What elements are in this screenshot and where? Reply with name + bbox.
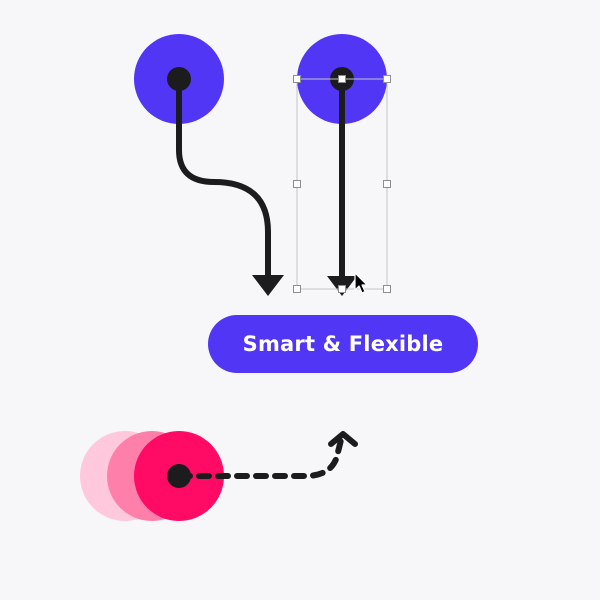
smart-flexible-button[interactable]: Smart & Flexible: [208, 315, 478, 373]
smart-flexible-label: Smart & Flexible: [242, 332, 444, 356]
curved-arrow-node: [134, 34, 284, 296]
resize-handle-top-center[interactable]: [338, 75, 346, 83]
resize-handle-middle-left[interactable]: [293, 180, 301, 188]
curved-arrow-anchor-dot: [167, 67, 191, 91]
dashed-arrow-icon: [177, 437, 344, 479]
pink-anchor-dot: [167, 464, 191, 488]
resize-handle-top-right[interactable]: [383, 75, 391, 83]
curved-arrow-head: [252, 275, 284, 296]
straight-arrow-node[interactable]: [293, 34, 391, 296]
mouse-cursor-icon: [354, 272, 368, 294]
dashed-arrow-head: [328, 431, 358, 447]
resize-handle-bottom-right[interactable]: [383, 285, 391, 293]
selection-handles[interactable]: [293, 75, 391, 293]
curved-arrow-icon: [176, 76, 271, 278]
resize-handle-middle-right[interactable]: [383, 180, 391, 188]
resize-handle-top-left[interactable]: [293, 75, 301, 83]
resize-handle-bottom-center[interactable]: [338, 285, 346, 293]
motion-node: [80, 431, 358, 521]
resize-handle-bottom-left[interactable]: [293, 285, 301, 293]
